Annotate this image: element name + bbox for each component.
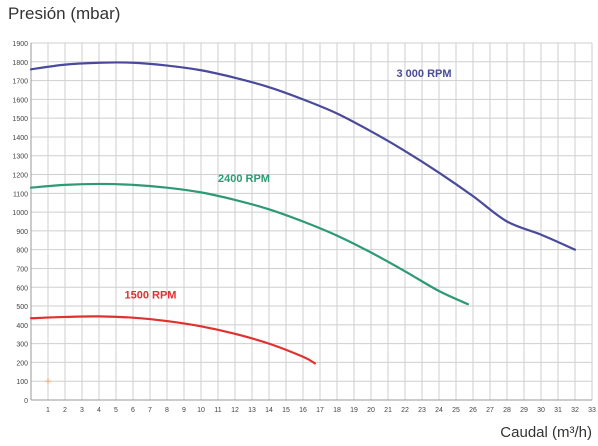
series-label: 3 000 RPM — [397, 68, 452, 80]
y-tick-label: 200 — [16, 360, 28, 367]
y-axis-label: Presión (mbar) — [8, 4, 121, 23]
x-tick-label: 1 — [46, 407, 50, 414]
y-tick-label: 1500 — [12, 116, 28, 123]
series-line-3-000-rpm — [29, 61, 577, 251]
x-tick-label: 13 — [248, 407, 256, 414]
y-tick-label: 1800 — [12, 60, 28, 67]
series-label: 1500 RPM — [125, 290, 177, 302]
x-tick-label: 7 — [148, 407, 152, 414]
x-tick-label: 33 — [588, 407, 596, 414]
y-tick-label: 1300 — [12, 154, 28, 161]
y-tick-label: 900 — [16, 229, 28, 236]
x-tick-label: 15 — [282, 407, 290, 414]
y-tick-label: 800 — [16, 248, 28, 255]
x-tick-label: 6 — [131, 407, 135, 414]
x-tick-label: 3 — [80, 407, 84, 414]
y-tick-label: 1700 — [12, 79, 28, 86]
series-line-1500-rpm — [29, 315, 316, 365]
x-tick-label: 5 — [114, 407, 118, 414]
x-tick-label: 20 — [367, 407, 375, 414]
x-tick-label: 29 — [520, 407, 528, 414]
y-tick-label: 0 — [24, 398, 28, 405]
y-tick-label: 600 — [16, 285, 28, 292]
x-tick-label: 8 — [165, 407, 169, 414]
y-tick-label: 1600 — [12, 97, 28, 104]
y-tick-label: 100 — [16, 379, 28, 386]
x-tick-label: 26 — [469, 407, 477, 414]
x-tick-label: 22 — [401, 407, 409, 414]
x-tick-label: 11 — [214, 407, 221, 414]
y-tick-label: 1000 — [12, 210, 28, 217]
y-tick-label: 1900 — [12, 41, 28, 48]
x-tick-label: 18 — [333, 407, 341, 414]
x-tick-label: 4 — [97, 407, 101, 414]
x-tick-label: 28 — [503, 407, 511, 414]
x-tick-label: 31 — [554, 407, 562, 414]
x-tick-label: 25 — [452, 407, 460, 414]
y-tick-label: 500 — [16, 304, 28, 311]
x-tick-label: 23 — [418, 407, 426, 414]
x-tick-label: 12 — [231, 407, 239, 414]
y-tick-label: 1200 — [12, 173, 28, 180]
y-tick-label: 1400 — [12, 135, 28, 142]
x-tick-label: 24 — [435, 407, 443, 414]
x-tick-label: 32 — [571, 407, 579, 414]
x-tick-label: 19 — [350, 407, 358, 414]
x-tick-label: 21 — [384, 407, 392, 414]
y-tick-label: 700 — [16, 266, 28, 273]
x-tick-label: 17 — [316, 407, 324, 414]
x-tick-label: 2 — [63, 407, 67, 414]
y-tick-label: 1100 — [13, 191, 28, 198]
x-tick-label: 14 — [265, 407, 273, 414]
x-tick-label: 16 — [299, 407, 307, 414]
x-tick-label: 27 — [486, 407, 494, 414]
x-axis-label: Caudal (m³/h) — [500, 424, 592, 441]
y-tick-label: 300 — [16, 342, 28, 349]
x-tick-label: 30 — [537, 407, 545, 414]
x-tick-label: 10 — [197, 407, 205, 414]
x-tick-label: 9 — [182, 407, 186, 414]
y-tick-label: 400 — [16, 323, 28, 330]
series-line-2400-rpm — [29, 182, 469, 306]
series-label: 2400 RPM — [218, 173, 270, 185]
